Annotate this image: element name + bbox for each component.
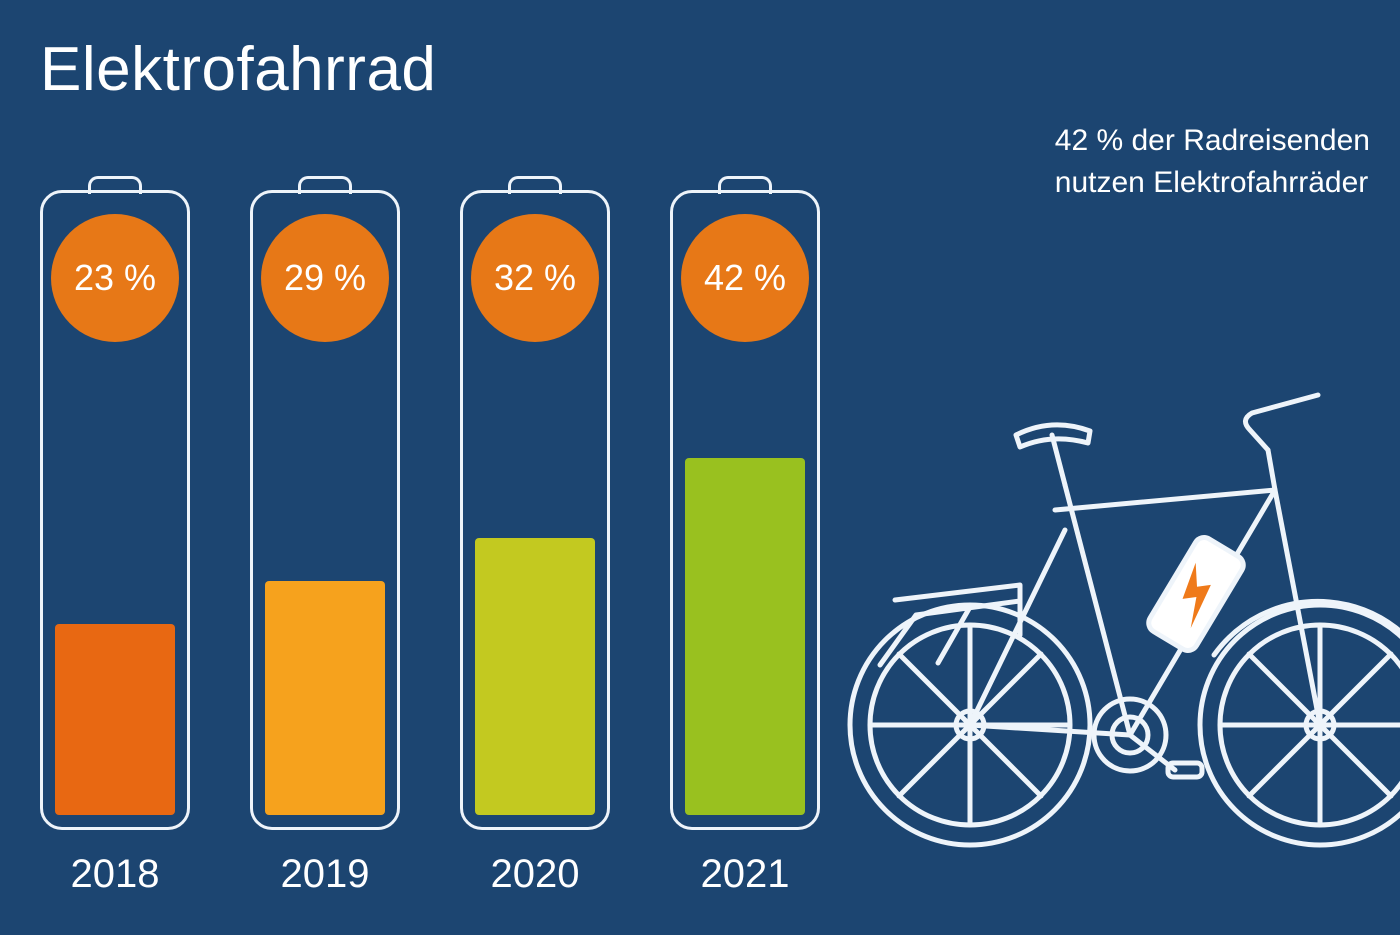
battery: 42 % (670, 190, 820, 830)
battery-column: 42 % 2021 (670, 190, 820, 897)
battery: 23 % (40, 190, 190, 830)
year-label: 2020 (491, 852, 580, 897)
percent-badge: 23 % (51, 214, 179, 342)
year-label: 2019 (281, 852, 370, 897)
battery-fill (265, 581, 385, 815)
percent-badge: 32 % (471, 214, 599, 342)
battery-column: 29 % 2019 (250, 190, 400, 897)
percent-badge: 29 % (261, 214, 389, 342)
caption-line-1: 42 % der Radreisenden (1055, 120, 1370, 162)
infographic-stage: Elektrofahrrad 42 % der Radreisenden nut… (0, 0, 1400, 935)
ebike-icon (820, 335, 1400, 855)
battery-column: 32 % 2020 (460, 190, 610, 897)
battery-fill (475, 538, 595, 815)
year-label: 2021 (701, 852, 790, 897)
battery-bar-row: 23 % 2018 29 % 2019 32 % 2020 42 % 2021 (40, 190, 820, 897)
battery-column: 23 % 2018 (40, 190, 190, 897)
chart-caption: 42 % der Radreisenden nutzen Elektrofahr… (1055, 120, 1370, 204)
battery-fill (55, 624, 175, 815)
caption-line-2: nutzen Elektrofahrräder (1055, 162, 1370, 204)
battery-fill (685, 458, 805, 815)
ebike-illustration (820, 335, 1400, 855)
percent-badge: 42 % (681, 214, 809, 342)
year-label: 2018 (71, 852, 160, 897)
battery: 29 % (250, 190, 400, 830)
chart-title: Elektrofahrrad (40, 34, 436, 105)
battery: 32 % (460, 190, 610, 830)
